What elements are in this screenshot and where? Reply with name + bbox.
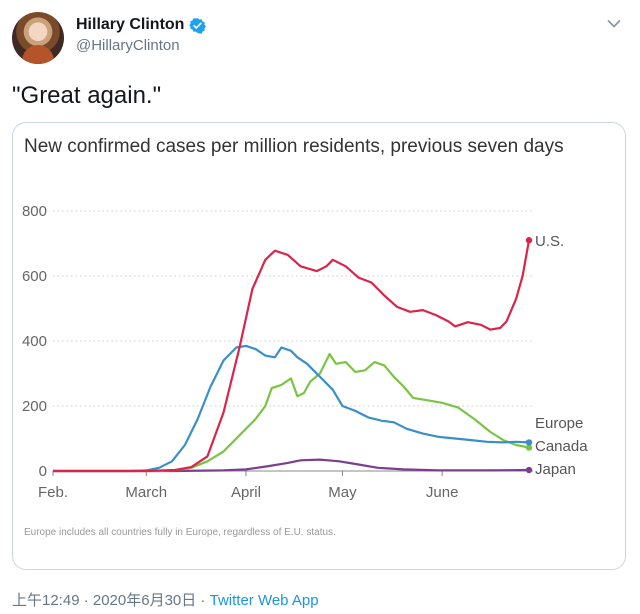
- avatar[interactable]: [12, 12, 64, 64]
- series-end-point-europe: [525, 439, 533, 446]
- x-tick-label: May: [328, 484, 357, 501]
- chart-footnote: Europe includes all countries fully in E…: [24, 527, 336, 538]
- x-tick-label: March: [125, 484, 167, 501]
- series-layer: [53, 237, 533, 474]
- source-link[interactable]: Twitter Web App: [209, 592, 319, 609]
- x-tick-label: Feb.: [38, 484, 68, 501]
- y-tick-label: 400: [22, 333, 47, 350]
- meta-separator: ·: [196, 592, 210, 609]
- series-line-us: [53, 240, 531, 473]
- x-tick-label: June: [426, 484, 459, 501]
- chevron-down-icon: [607, 20, 621, 28]
- chart-title: New confirmed cases per million resident…: [24, 136, 564, 157]
- author-row: Hillary Clinton: [76, 16, 207, 34]
- y-tick-label: 800: [22, 203, 47, 220]
- series-end-point-us: [525, 237, 533, 244]
- chart-card[interactable]: New confirmed cases per million resident…: [12, 122, 626, 570]
- tweet-header: Hillary Clinton @HillaryClinton: [10, 8, 630, 68]
- author-handle[interactable]: @HillaryClinton: [76, 37, 180, 54]
- author-name[interactable]: Hillary Clinton: [76, 16, 185, 33]
- label-layer: Japan Canada Europe U.S.: [535, 233, 588, 478]
- series-line-japan: [53, 458, 530, 473]
- series-label-japan: Japan: [535, 461, 576, 478]
- more-options-button[interactable]: [602, 14, 626, 34]
- x-tick-label: April: [231, 484, 261, 501]
- series-end-point-japan: [525, 466, 533, 474]
- timestamp[interactable]: 上午12:49 · 2020年6月30日: [12, 592, 197, 609]
- y-tick-label: 600: [22, 268, 47, 285]
- y-tick-label: 0: [39, 463, 47, 480]
- y-tick-label: 200: [22, 398, 47, 415]
- tweet-meta: 上午12:49 · 2020年6月30日 · Twitter Web App: [12, 589, 319, 610]
- line-chart: New confirmed cases per million resident…: [22, 136, 588, 538]
- grid: 0 200 400 600 800 Feb. March April May June: [22, 203, 533, 501]
- series-line-europe: [53, 344, 530, 473]
- series-label-canada: Canada: [535, 438, 588, 455]
- series-label-europe: Europe: [535, 415, 583, 432]
- verified-badge-icon: [189, 17, 207, 34]
- series-label-us: U.S.: [535, 233, 564, 250]
- tweet-text: "Great again.": [12, 82, 162, 109]
- series-line-canada: [53, 352, 530, 473]
- series-end-point-canada: [525, 444, 533, 451]
